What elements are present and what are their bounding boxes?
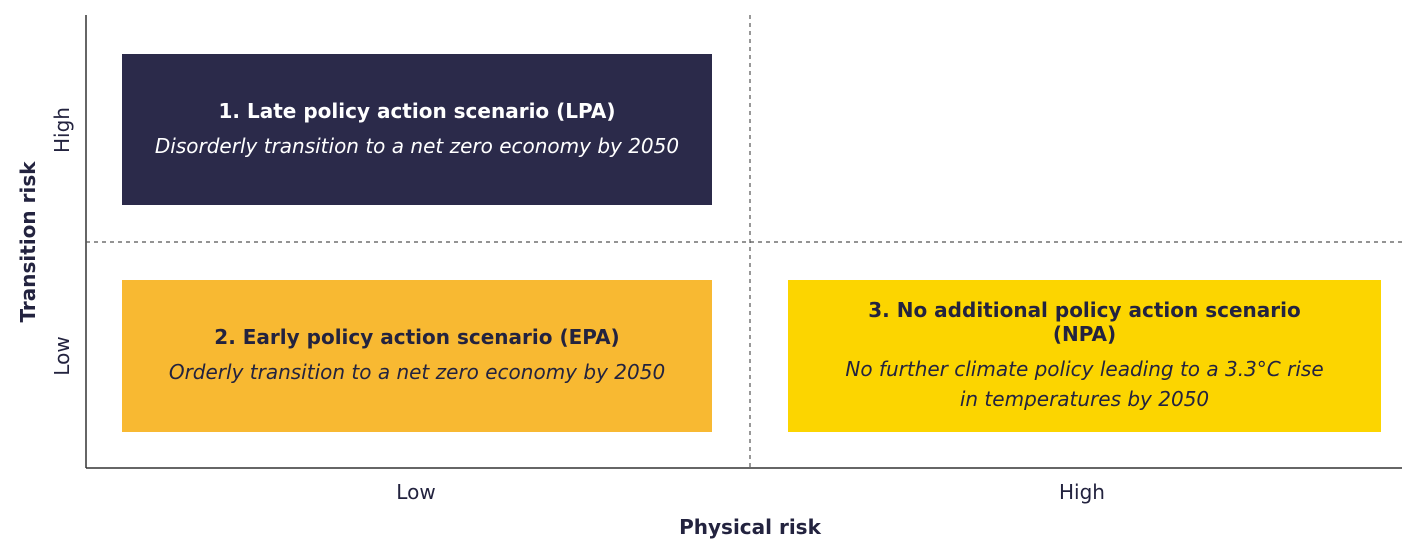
scenario-box: 2. Early policy action scenario (EPA) Or… bbox=[122, 280, 712, 432]
y-axis-title: Transition risk bbox=[16, 161, 40, 323]
scenario-title: 3. No additional policy action scenario … bbox=[868, 298, 1301, 346]
x-axis-title: Physical risk bbox=[679, 515, 821, 539]
scenario-title: 1. Late policy action scenario (LPA) bbox=[218, 98, 616, 123]
scenario-box: 1. Late policy action scenario (LPA) Dis… bbox=[122, 54, 712, 205]
scenario-description: Disorderly transition to a net zero econ… bbox=[154, 133, 680, 158]
scenario-description: Orderly transition to a net zero economy… bbox=[168, 360, 666, 384]
x-axis-label: Low bbox=[396, 480, 436, 504]
scenario-description: No further climate policy leading to a 3… bbox=[845, 357, 1324, 411]
y-axis-label: High bbox=[50, 107, 74, 153]
x-axis-label: High bbox=[1059, 480, 1105, 504]
y-axis-label: Low bbox=[50, 336, 74, 376]
scenario-box: 3. No additional policy action scenario … bbox=[788, 280, 1381, 432]
scenario-title: 2. Early policy action scenario (EPA) bbox=[214, 325, 620, 349]
